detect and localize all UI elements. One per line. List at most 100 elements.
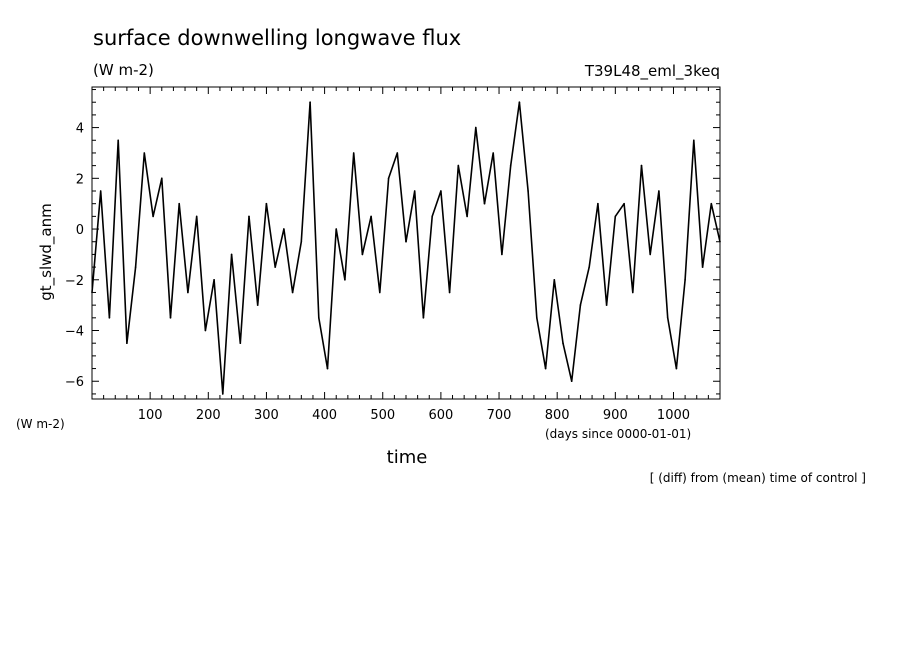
series-point	[239, 342, 242, 345]
series-point	[370, 215, 372, 218]
series-point	[108, 317, 111, 319]
series-point	[352, 152, 355, 154]
series-line	[91, 101, 721, 395]
series-point	[544, 367, 547, 370]
x-tick-label: 300	[254, 408, 279, 423]
series-point	[91, 291, 93, 294]
series-point	[283, 228, 285, 230]
series-point	[579, 304, 582, 306]
series-point	[475, 126, 477, 129]
series-point	[213, 279, 215, 281]
series-point	[570, 380, 573, 383]
series-point	[632, 291, 634, 294]
x-tick-label: 1000	[657, 408, 690, 423]
series-point	[274, 266, 277, 268]
series-point	[431, 215, 434, 218]
y-axis: −6 −4 −2 0 2 4	[65, 89, 720, 395]
series-point	[134, 266, 137, 268]
series-point	[318, 317, 320, 319]
series-point	[649, 253, 651, 256]
x-axis-label: time	[387, 447, 428, 468]
series-point	[684, 279, 686, 281]
series-point	[195, 215, 198, 218]
series-point	[387, 177, 390, 180]
series-point	[597, 202, 599, 205]
series-point	[99, 190, 102, 192]
series-point	[344, 279, 346, 281]
series-point	[309, 101, 311, 103]
series-point	[126, 342, 128, 345]
series-point	[413, 190, 416, 192]
x-tick-label: 800	[545, 408, 570, 423]
chart-note: [ (diff) from (mean) time of control ]	[650, 471, 866, 485]
series-point	[457, 164, 460, 167]
y-tick-label: −2	[65, 274, 84, 289]
y-tick-label: −4	[65, 325, 84, 340]
series-point	[527, 190, 529, 192]
series-point	[361, 253, 364, 256]
series-point	[483, 202, 486, 205]
series-point	[710, 202, 713, 205]
series-point	[509, 164, 512, 167]
series-point	[178, 202, 180, 205]
series-point	[422, 317, 425, 319]
series-point	[588, 266, 590, 268]
series-point	[161, 177, 163, 180]
plot-frame	[91, 86, 721, 400]
series-point	[518, 101, 521, 103]
series-point	[335, 228, 338, 230]
series-point	[536, 317, 538, 319]
x-tick-label: 100	[138, 408, 163, 423]
series-point	[222, 393, 224, 395]
x-tick-label: 600	[428, 408, 453, 423]
y-axis-units: (W m-2)	[16, 417, 65, 431]
series-point	[553, 279, 556, 281]
run-id: T39L48_eml_3keq	[584, 62, 720, 81]
series-point	[605, 304, 608, 306]
series-point	[492, 152, 495, 154]
series-point	[291, 291, 294, 294]
series-point	[701, 266, 704, 268]
series-point	[719, 240, 721, 243]
series-point	[693, 139, 695, 142]
series-point	[143, 152, 146, 154]
series-point	[658, 190, 660, 192]
series-point	[640, 164, 643, 167]
series-line-group	[91, 101, 721, 395]
y-tick-label: 2	[76, 172, 84, 187]
series-point	[440, 190, 442, 192]
x-axis: 100 200 300 400 500 600 700 800 900 1000	[91, 87, 721, 423]
x-axis-units: (days since 0000-01-01)	[545, 427, 691, 441]
series-point	[466, 215, 468, 218]
x-tick-label: 500	[370, 408, 395, 423]
series-point	[614, 215, 617, 218]
series-point	[326, 367, 329, 370]
series-point	[379, 291, 381, 294]
series-point	[248, 215, 250, 218]
y-axis-label: gt_slwd_anm	[37, 203, 56, 301]
chart-title: surface downwelling longwave flux	[93, 26, 461, 50]
x-tick-label: 900	[603, 408, 628, 423]
series-point	[265, 202, 268, 205]
x-tick-label: 400	[312, 408, 337, 423]
series-point	[204, 329, 207, 332]
series-point	[623, 202, 625, 205]
series-point	[666, 317, 669, 319]
series-point	[501, 253, 503, 256]
series-point	[256, 304, 259, 306]
series-point	[230, 253, 233, 256]
x-tick-label: 200	[196, 408, 221, 423]
series-point	[448, 291, 451, 294]
series-point	[396, 152, 399, 154]
series-point	[405, 240, 407, 243]
series-point	[169, 317, 172, 319]
chart-units: (W m-2)	[93, 61, 154, 79]
series-point	[675, 367, 678, 370]
series-point	[562, 342, 564, 345]
series-point	[300, 240, 303, 243]
series-point	[152, 215, 154, 218]
y-tick-label: 0	[76, 223, 84, 238]
y-tick-label: −6	[65, 375, 84, 390]
y-tick-label: 4	[76, 122, 84, 137]
